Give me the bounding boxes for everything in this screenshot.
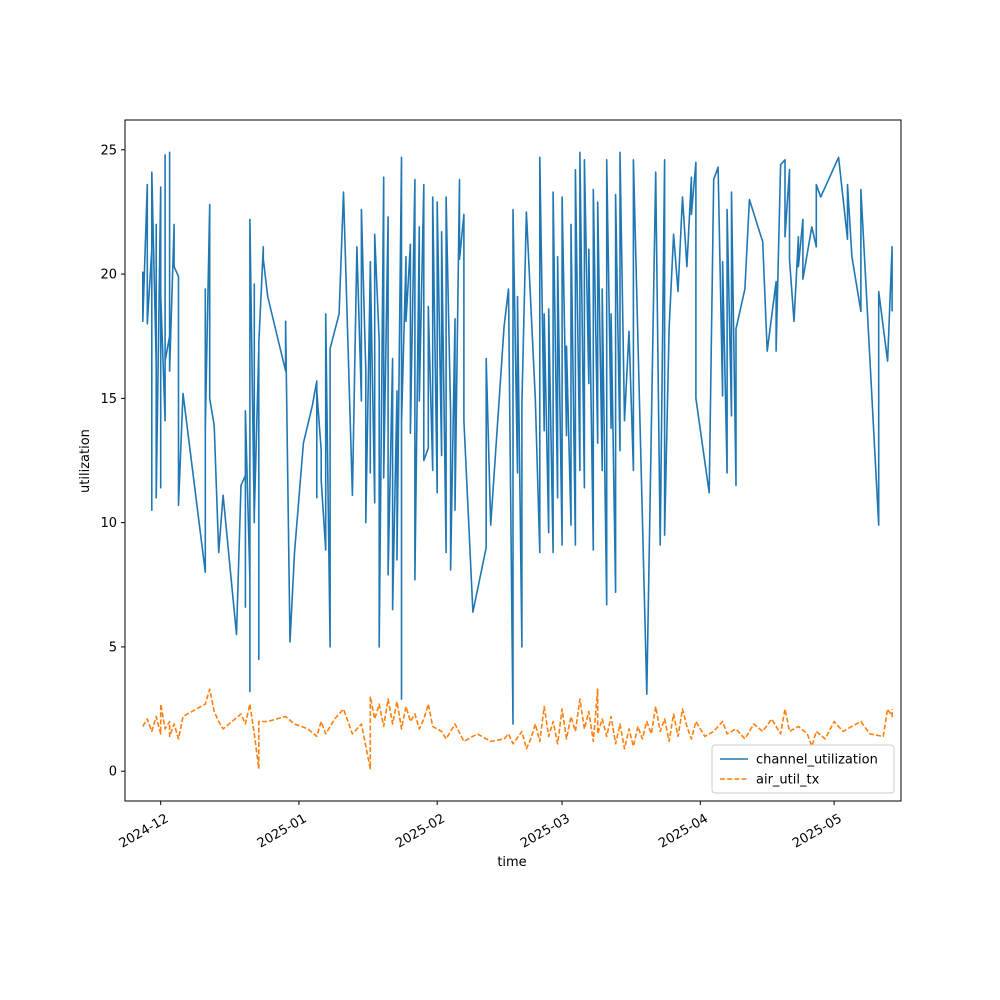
x-tick-label: 2024-12 [117, 811, 172, 851]
x-tick-label: 2025-05 [790, 811, 845, 851]
y-tick-label: 25 [100, 143, 117, 158]
x-tick-label: 2025-02 [393, 811, 448, 851]
y-tick-label: 20 [100, 268, 117, 283]
x-tick-label: 2025-01 [255, 811, 310, 851]
y-axis-label: utilization [78, 429, 93, 493]
x-axis-ticks: 2024-12 2025-01 2025-02 2025-03 2025-04 2025-… [117, 801, 845, 852]
series-line-air-util-tx [142, 688, 893, 770]
x-tick-label: 2025-04 [656, 811, 711, 851]
x-axis-label: time [497, 855, 526, 870]
x-tick-label: 2025-03 [518, 811, 573, 851]
legend-label: air_util_tx [756, 773, 820, 788]
legend-box [711, 744, 895, 794]
y-tick-label: 0 [109, 765, 117, 780]
y-tick-label: 15 [100, 392, 117, 407]
y-tick-label: 5 [109, 640, 117, 655]
plot-area-frame [124, 119, 902, 802]
series-layer [142, 151, 893, 770]
legend: channel_utilization air_util_tx [711, 744, 895, 794]
y-axis-ticks: 0 5 10 15 20 25 [100, 143, 125, 780]
y-tick-label: 10 [100, 516, 117, 531]
series-line-channel-utilization [142, 151, 893, 725]
legend-label: channel_utilization [756, 753, 878, 768]
